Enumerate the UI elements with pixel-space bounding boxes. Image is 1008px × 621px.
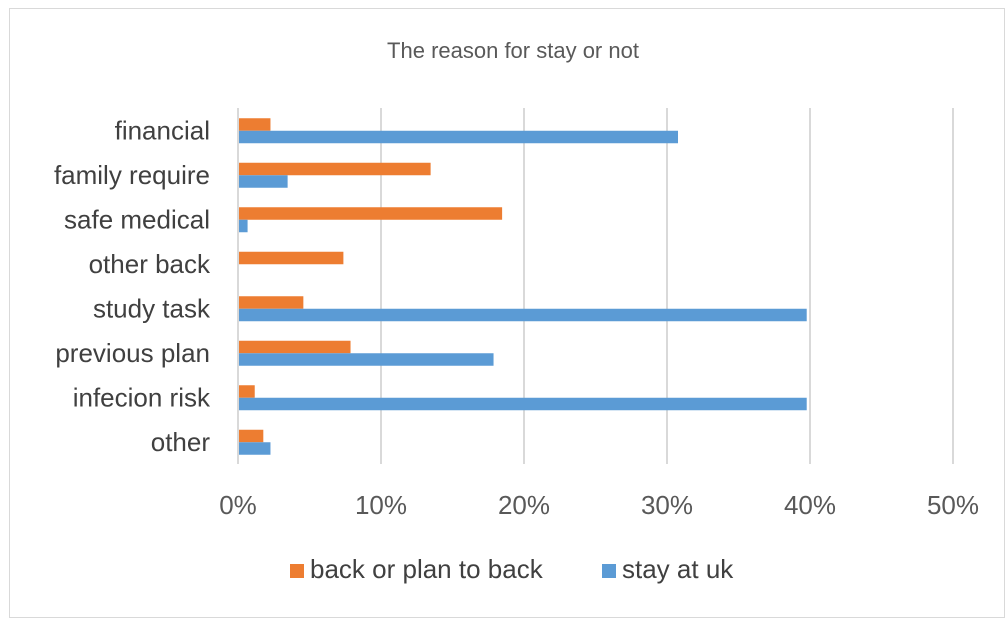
bars <box>239 118 807 455</box>
legend-swatch-back-or-plan-to-back <box>290 564 304 578</box>
bar-back-or-plan-to-back-family-require <box>239 162 431 176</box>
bar-stay-at-uk-previous-plan <box>239 353 494 366</box>
category-label-infecion-risk: infecion risk <box>73 382 211 412</box>
bar-stay-at-uk-other <box>239 442 271 455</box>
category-label-other-back: other back <box>89 249 211 279</box>
legend-label-stay-at-uk: stay at uk <box>622 554 734 584</box>
bar-back-or-plan-to-back-financial <box>239 118 271 131</box>
bar-stay-at-uk-infecion-risk <box>239 397 807 411</box>
gridlines <box>237 108 954 464</box>
legend-swatch-stay-at-uk <box>602 564 616 578</box>
x-tick-40: 40% <box>784 490 836 520</box>
bar-back-or-plan-to-back-other <box>239 429 264 443</box>
category-label-other: other <box>151 427 211 457</box>
bar-stay-at-uk-safe-medical <box>239 219 248 233</box>
legend: back or plan to back stay at uk <box>290 554 734 584</box>
bar-back-or-plan-to-back-study-task <box>239 296 304 309</box>
bar-stay-at-uk-financial <box>239 130 679 144</box>
x-tick-0: 0% <box>219 490 257 520</box>
x-tick-labels: 0% 10% 20% 30% 40% 50% <box>219 490 979 520</box>
category-labels: financial family require safe medical other… <box>54 115 211 457</box>
x-tick-20: 20% <box>498 490 550 520</box>
x-tick-10: 10% <box>355 490 407 520</box>
bar-back-or-plan-to-back-other-back <box>239 251 344 265</box>
x-tick-50: 50% <box>927 490 979 520</box>
category-label-financial: financial <box>115 115 210 145</box>
category-label-study-task: study task <box>93 293 211 323</box>
bar-back-or-plan-to-back-safe-medical <box>239 207 503 220</box>
x-tick-30: 30% <box>641 490 693 520</box>
chart-title: The reason for stay or not <box>387 38 639 63</box>
category-label-previous-plan: previous plan <box>55 338 210 368</box>
category-label-family-require: family require <box>54 160 210 190</box>
legend-label-back-or-plan-to-back: back or plan to back <box>310 554 544 584</box>
bar-back-or-plan-to-back-previous-plan <box>239 340 351 354</box>
bar-back-or-plan-to-back-infecion-risk <box>239 385 255 398</box>
bar-stay-at-uk-family-require <box>239 175 288 188</box>
bar-stay-at-uk-study-task <box>239 308 807 322</box>
category-label-safe-medical: safe medical <box>64 204 210 234</box>
